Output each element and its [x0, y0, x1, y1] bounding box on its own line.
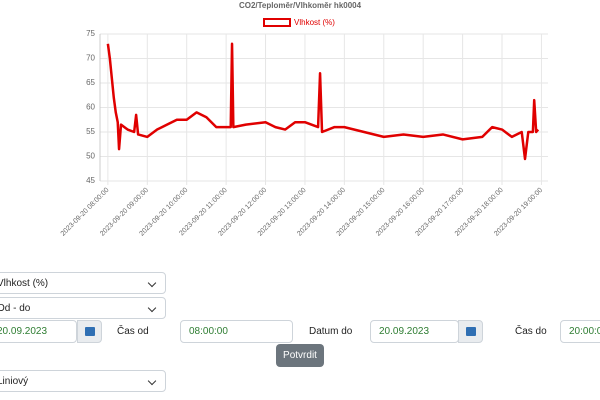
date-to-label: Datum do: [309, 326, 353, 337]
data-line: [106, 42, 540, 161]
measure-select[interactable]: Vlhkost (%): [0, 272, 166, 294]
date-to-input[interactable]: 20.09.2023: [370, 320, 459, 343]
time-to-input[interactable]: 20:00:00: [560, 320, 600, 343]
y-tick-label: 45: [86, 176, 95, 185]
y-tick-label: 70: [86, 54, 95, 63]
submit-button[interactable]: Potvrdit: [276, 344, 324, 367]
time-from-input[interactable]: 08:00:00: [180, 320, 293, 343]
range-select[interactable]: Od - do: [0, 297, 166, 319]
legend-swatch: [263, 18, 291, 27]
y-tick-label: 50: [86, 152, 95, 161]
legend-label: Vlhkost (%): [294, 18, 335, 27]
chart-title: CO2/Teploměr/Vlhkoměr hk0004: [239, 1, 362, 10]
time-from-label: Čas od: [117, 326, 149, 337]
calendar-button[interactable]: [458, 320, 483, 343]
date-from-input[interactable]: 20.09.2023: [0, 320, 77, 343]
y-tick-label: 75: [86, 29, 95, 38]
chart-kind-select[interactable]: Liniový: [0, 370, 166, 392]
y-tick-label: 55: [86, 127, 95, 136]
time-to-label: Čas do: [515, 326, 547, 337]
chart: CO2/Teploměr/Vlhkoměr hk0004 45 50 55 60 65 7…: [60, 1, 548, 238]
calendar-button[interactable]: [77, 320, 102, 343]
y-tick-label: 65: [86, 78, 95, 87]
y-tick-label: 60: [86, 103, 95, 112]
